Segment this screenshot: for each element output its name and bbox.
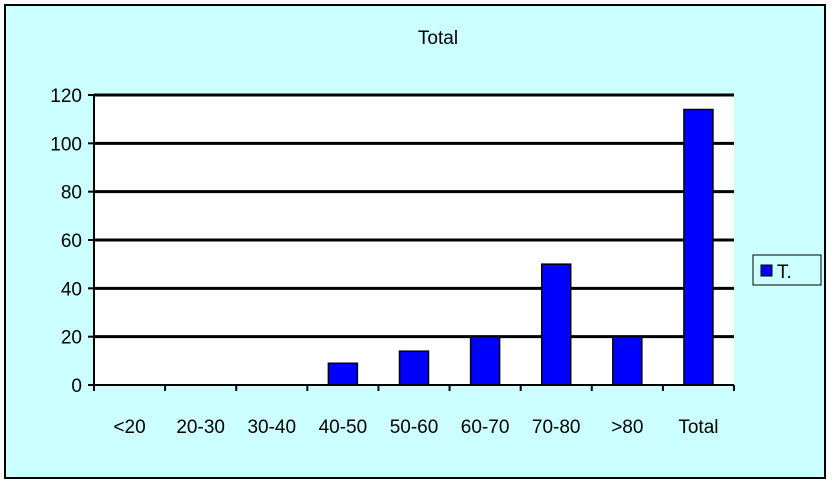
y-tick-label: 60 — [61, 231, 82, 252]
bar — [469, 335, 501, 386]
legend-label: T. — [777, 262, 792, 283]
x-tick-label: <20 — [113, 417, 145, 438]
axes — [93, 95, 735, 391]
x-tick-label: 20-30 — [176, 417, 225, 438]
y-tick-label: 100 — [50, 134, 82, 155]
x-tick-label: 50-60 — [390, 417, 439, 438]
x-tick-label: 30-40 — [247, 417, 296, 438]
x-tick-label: 40-50 — [319, 417, 368, 438]
bar-chart: Total 0 20 40 60 80 100 120 <20 20-30 30-40 40-50… — [50, 28, 822, 438]
x-tick-label: Total — [678, 417, 718, 438]
legend: T. — [752, 254, 822, 286]
legend-swatch — [760, 264, 773, 277]
bar — [683, 108, 714, 386]
y-tick-label: 120 — [50, 86, 82, 107]
bar — [327, 362, 359, 386]
bar — [540, 263, 572, 386]
y-tick-label: 80 — [61, 183, 82, 204]
y-tick-label: 20 — [61, 328, 82, 349]
x-tick-label: >80 — [611, 417, 643, 438]
bar — [398, 350, 430, 386]
y-tick-labels: 0 20 40 60 80 100 120 — [50, 86, 82, 397]
x-tick-label: 70-80 — [532, 417, 581, 438]
gridlines — [88, 93, 734, 386]
bars — [327, 108, 714, 386]
chart-title: Total — [418, 28, 458, 49]
y-tick-label: 40 — [61, 279, 82, 300]
x-tick-labels: <20 20-30 30-40 40-50 50-60 60-70 70-80 >80 Tota… — [113, 417, 718, 438]
x-tick-label: 60-70 — [461, 417, 510, 438]
y-tick-label: 0 — [71, 376, 82, 397]
bar — [612, 335, 643, 386]
chart-frame: Total 0 20 40 60 80 100 120 <20 20-30 30-40 40-50… — [4, 4, 826, 479]
